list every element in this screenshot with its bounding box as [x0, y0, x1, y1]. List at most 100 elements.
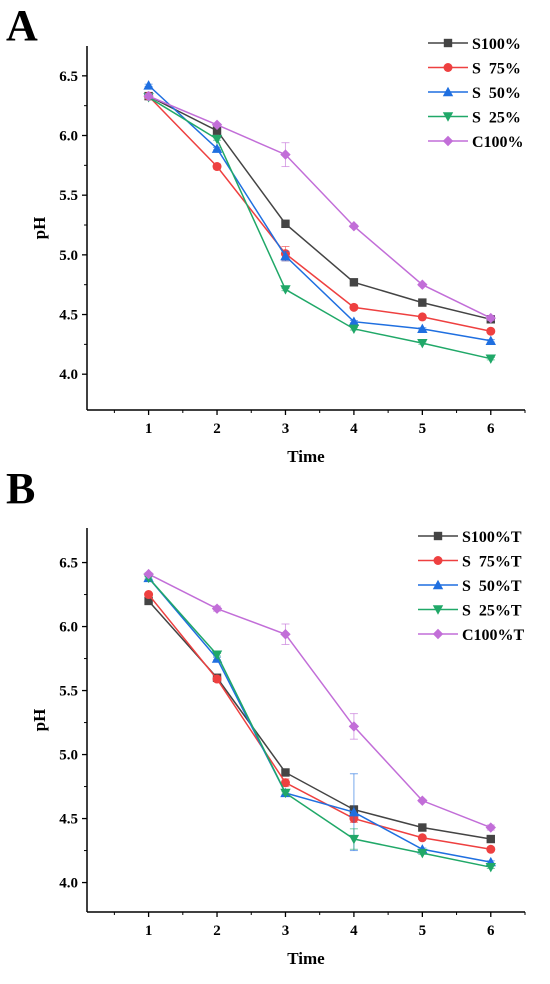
y-tick-label: 6.0 — [59, 620, 78, 636]
legend-marker — [432, 605, 444, 615]
series-line — [148, 594, 491, 851]
data-point — [348, 324, 360, 335]
legend-marker — [442, 135, 454, 147]
data-point — [144, 596, 153, 606]
series-2 — [144, 590, 496, 854]
panel-letter: A — [6, 1, 38, 50]
data-point — [211, 143, 223, 153]
data-point — [143, 568, 154, 580]
legend-marker — [443, 38, 453, 48]
series-3 — [143, 572, 496, 867]
data-point — [281, 219, 290, 229]
x-tick-label: 1 — [145, 923, 153, 939]
data-point — [417, 338, 428, 349]
legend-label: S 25% — [472, 110, 521, 127]
series-line — [148, 95, 491, 332]
data-point — [486, 844, 496, 854]
x-axis-title: Time — [287, 949, 325, 968]
series-line — [148, 96, 491, 360]
data-point — [212, 674, 222, 684]
series-line — [148, 84, 491, 342]
data-point — [280, 149, 291, 160]
y-tick-label: 6.5 — [59, 556, 78, 572]
data-point — [280, 788, 291, 799]
legend-label: S100% — [472, 36, 521, 53]
data-point — [348, 316, 360, 326]
data-point — [281, 768, 290, 777]
legend-label: C100% — [472, 134, 524, 151]
data-point — [417, 312, 427, 322]
legend-marker — [443, 63, 453, 72]
data-point — [144, 590, 154, 600]
legend-marker — [432, 579, 444, 590]
x-tick-label: 2 — [213, 421, 221, 437]
y-tick-label: 6.5 — [59, 69, 78, 85]
legend-marker — [432, 628, 444, 640]
data-point — [486, 834, 495, 844]
data-point — [417, 279, 428, 290]
legend-label: S 50%T — [462, 578, 522, 595]
x-tick-label: 5 — [419, 923, 427, 939]
y-tick-label: 5.5 — [59, 684, 78, 700]
panel-a: A 4.0 4.5 5.0 5.5 6.0 6.5 1 2 3 4 5 6 Time pH S100% S 75… — [6, 1, 526, 466]
series-4 — [143, 573, 496, 873]
series-line — [148, 577, 491, 868]
legend-label: S 50% — [472, 85, 521, 102]
legend-label: C100%T — [462, 627, 525, 644]
data-point — [143, 80, 154, 90]
y-tick-label: 6.0 — [59, 129, 78, 145]
panel-b: B 4.0 4.5 5.0 5.5 6.0 6.5 1 2 3 4 5 6 Time pH S100%T S 7… — [6, 464, 526, 968]
series-line — [148, 95, 491, 321]
data-point — [348, 834, 360, 845]
panel-letter: B — [6, 464, 35, 513]
y-tick-label: 5.5 — [59, 188, 78, 204]
data-point — [349, 302, 359, 312]
series-line — [148, 95, 492, 319]
y-axis-title: pH — [30, 217, 49, 240]
data-point — [418, 823, 427, 832]
legend-marker — [442, 86, 454, 97]
data-point — [486, 326, 496, 336]
x-tick-label: 1 — [145, 421, 153, 437]
data-point — [485, 312, 496, 324]
data-point — [211, 603, 223, 614]
legend-marker — [433, 531, 443, 541]
y-axis-title: pH — [30, 709, 49, 732]
data-point — [212, 162, 222, 172]
data-point — [211, 134, 223, 145]
legend: S100%T S 75%T S 50%T S 25%T C100%T — [418, 529, 525, 644]
x-tick-label: 6 — [487, 923, 495, 939]
legend-marker — [442, 112, 454, 122]
data-point — [417, 795, 428, 806]
data-point — [417, 848, 428, 859]
data-point — [485, 354, 496, 364]
y-tick-label: 4.5 — [59, 812, 78, 828]
y-tick-label: 4.0 — [59, 367, 78, 383]
data-point — [417, 323, 428, 334]
legend-label: S 75% — [472, 61, 521, 78]
series-line — [148, 573, 492, 829]
data-point — [280, 250, 291, 261]
series-4 — [143, 93, 496, 364]
x-tick-label: 3 — [282, 923, 290, 939]
series-line — [148, 577, 491, 863]
data-point — [280, 285, 291, 295]
data-point — [211, 119, 223, 130]
x-tick-label: 4 — [350, 923, 358, 939]
x-tick-label: 5 — [419, 421, 427, 437]
legend-label: S 25%T — [462, 603, 522, 620]
data-point — [143, 90, 154, 102]
legend-label: S 75%T — [462, 554, 522, 571]
data-point — [418, 298, 427, 307]
data-point — [485, 335, 496, 345]
x-tick-label: 6 — [487, 421, 495, 437]
y-tick-label: 5.0 — [59, 248, 78, 264]
legend-label: S100%T — [462, 529, 522, 546]
series-3 — [143, 80, 496, 345]
series-5 — [143, 90, 496, 324]
data-point — [417, 833, 427, 843]
series-2 — [144, 91, 496, 336]
data-point — [485, 822, 496, 833]
data-point — [485, 863, 496, 873]
